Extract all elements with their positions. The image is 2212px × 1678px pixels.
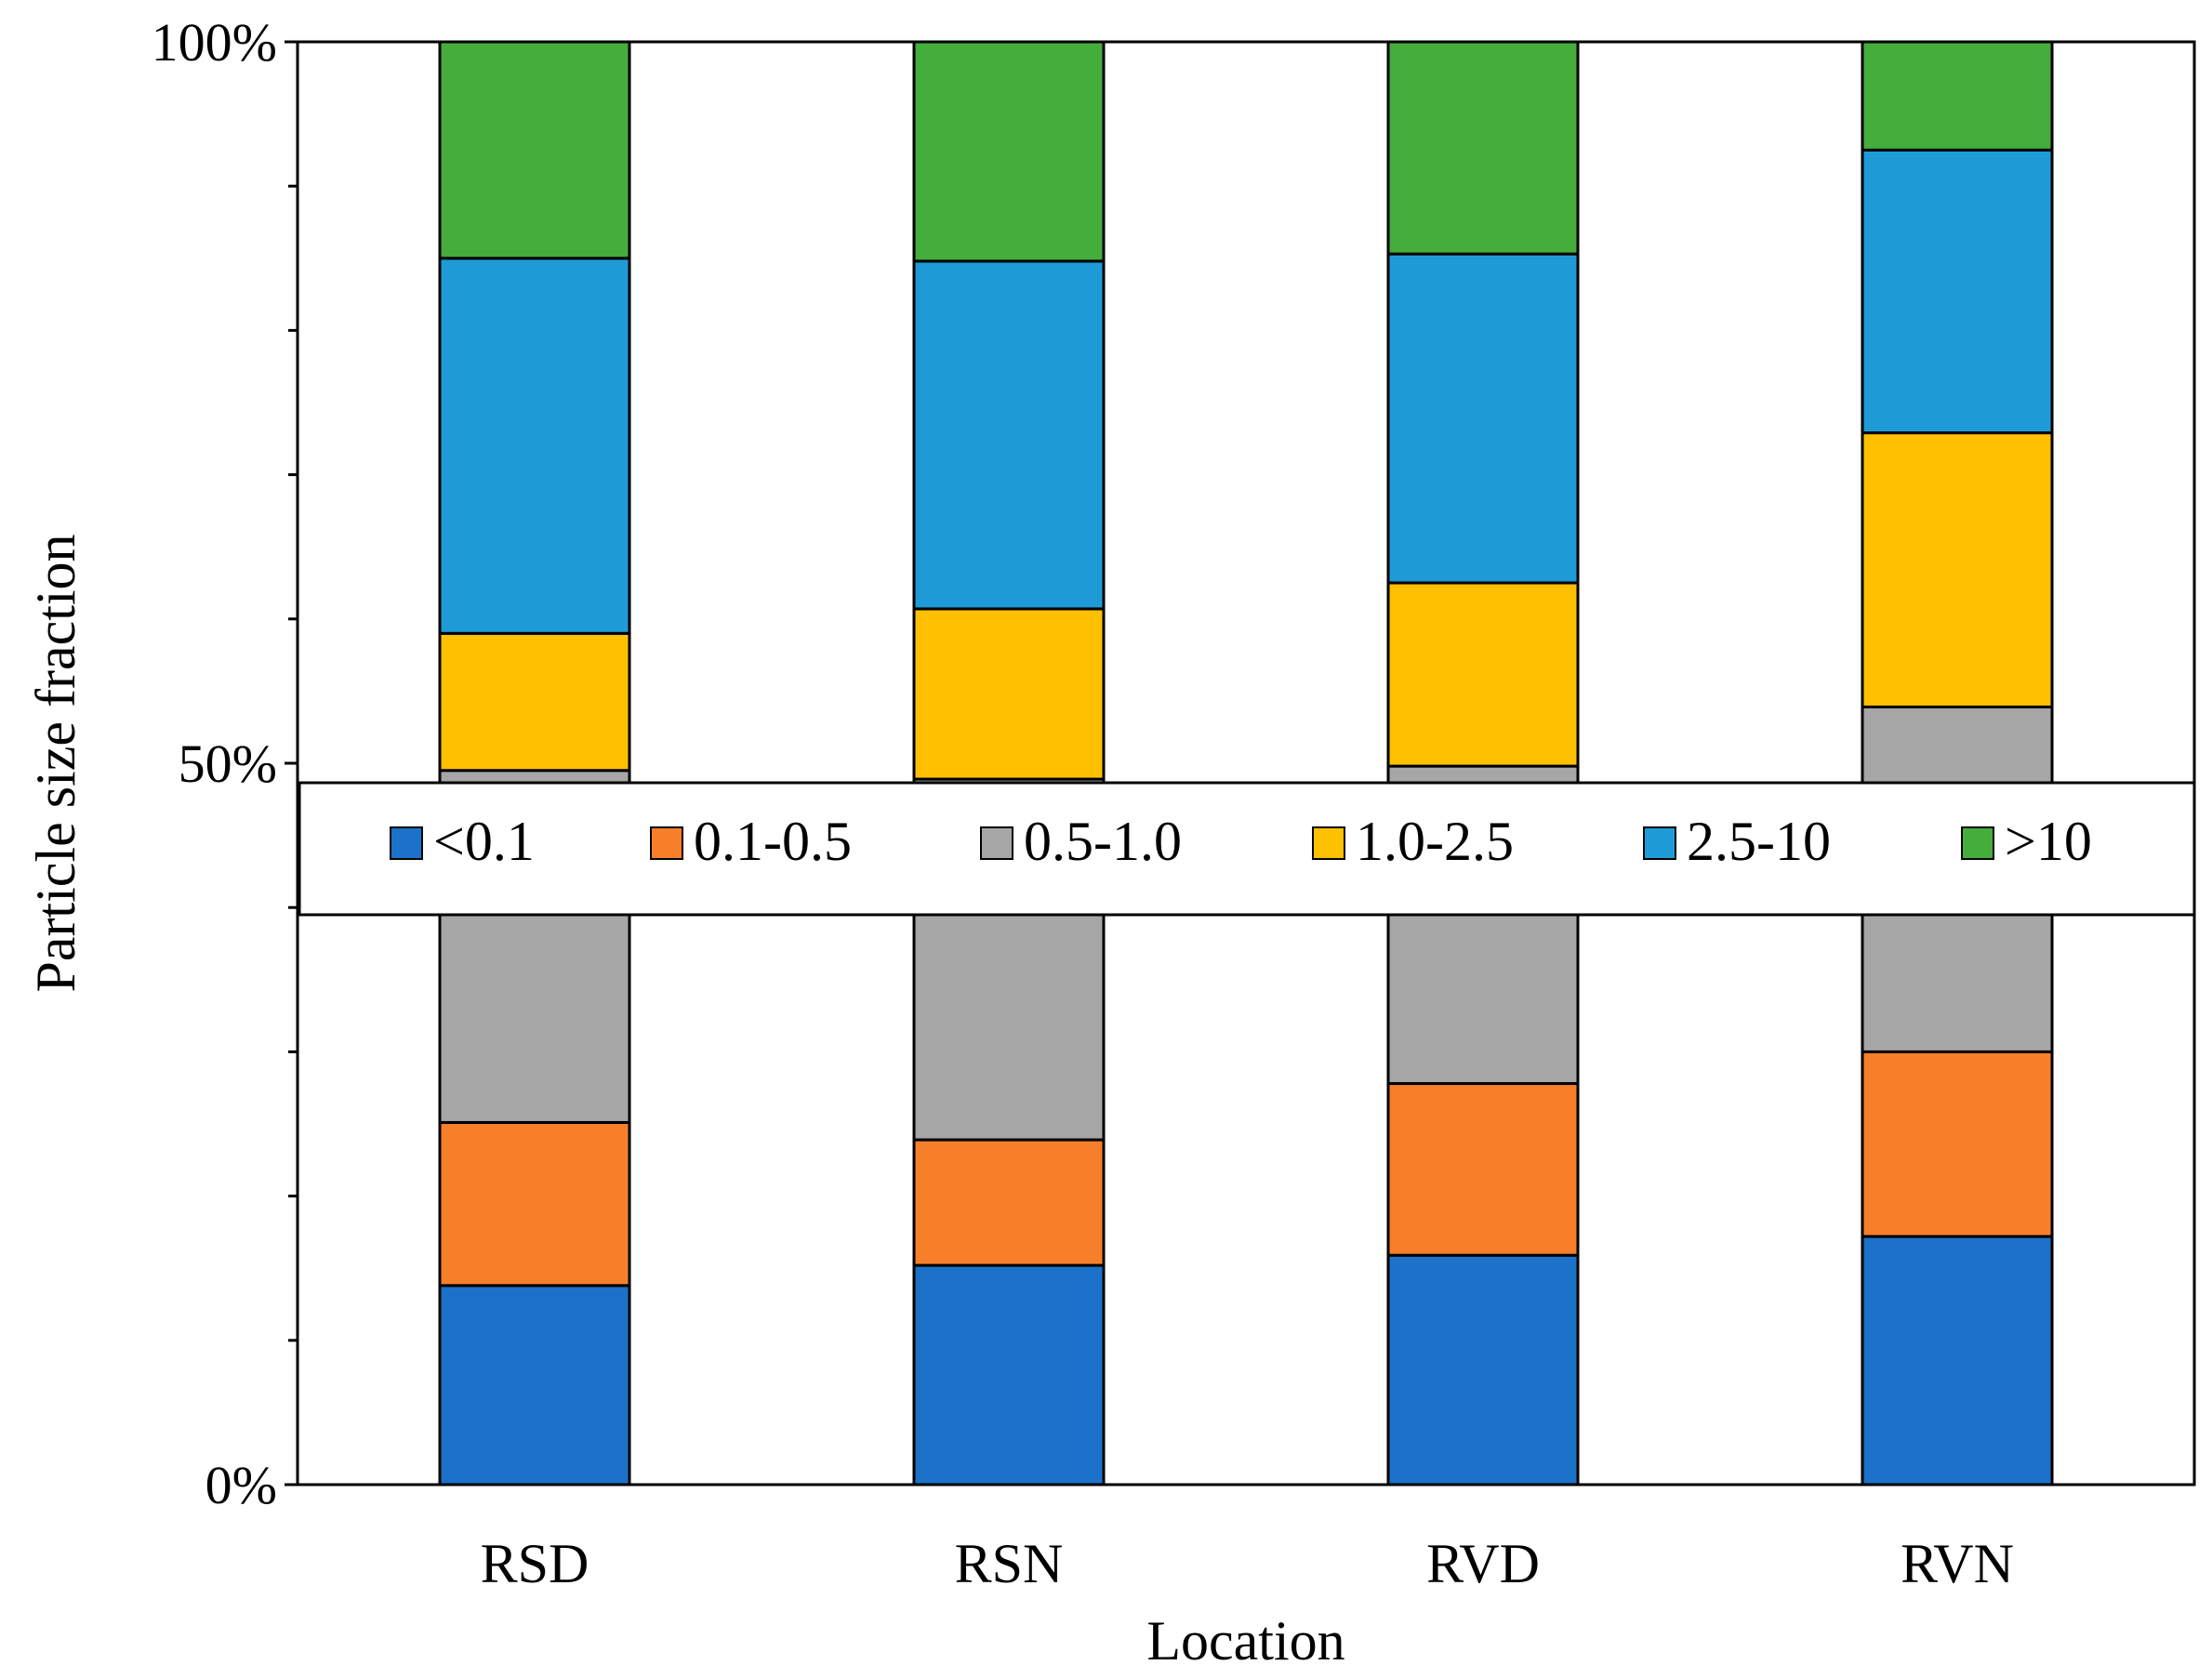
x-category-label: RSN [955,1533,1064,1594]
x-category-label: RVD [1426,1533,1540,1594]
bar-segment-rvd-3 [1386,581,1580,768]
x-category-label: RSD [481,1533,589,1594]
y-axis: 0% 50% 100% [152,12,298,1515]
legend-label: 0.5-1.0 [1024,811,1182,872]
bar-segment-rvd-5 [1386,40,1580,256]
bar-segment-rvn-1 [1861,1050,2054,1238]
legend-label: <0.1 [433,811,535,872]
legend: <0.1 0.1-0.5 0.5-1.0 1.0-2.5 2.5-10 >10 [298,781,2196,917]
bar-segment-rsd-0 [438,1284,631,1486]
bar-segment-rvd-1 [1386,1082,1580,1257]
legend-swatch [650,826,683,860]
y-tick-label: 50% [179,733,277,794]
legend-swatch [1643,826,1676,860]
bar-segment-rvd-0 [1386,1253,1580,1486]
bars-group [438,40,2054,1486]
bar-segment-rsd-4 [438,257,631,635]
y-tick-label: 100% [152,12,277,73]
x-category-label: RVN [1901,1533,2014,1594]
bar-segment-rsn-5 [912,40,1106,263]
bar-segment-rsn-3 [912,607,1106,781]
bar-segment-rsd-3 [438,631,631,773]
bar-segment-rsd-5 [438,40,631,260]
legend-swatch [390,826,423,860]
bar-segment-rsd-1 [438,1120,631,1288]
bar-segment-rsn-0 [912,1263,1106,1486]
x-axis-title: Location [1146,1610,1344,1671]
bar-segment-rsn-1 [912,1138,1106,1267]
legend-label: 2.5-10 [1687,811,1831,872]
bar-segment-rvn-5 [1861,40,2054,152]
bar-segment-rvn-3 [1861,431,2054,708]
legend-label: >10 [2005,811,2092,872]
legend-items: <0.1 0.1-0.5 0.5-1.0 1.0-2.5 2.5-10 >10 [390,811,2092,872]
legend-swatch [980,826,1013,860]
bar-segment-rvd-4 [1386,252,1580,585]
bar-segment-rsn-4 [912,259,1106,611]
legend-label: 0.1-0.5 [694,811,852,872]
y-tick-label: 0% [205,1455,277,1515]
legend-box [298,781,2196,917]
legend-swatch [1312,826,1345,860]
bar-segment-rvn-4 [1861,148,2054,435]
y-axis-title: Particle size fraction [25,534,86,992]
legend-swatch [1961,826,1994,860]
x-axis-labels: RSD RSN RVD RVN [481,1533,2014,1594]
bar-segment-rvn-0 [1861,1235,2054,1486]
legend-label: 1.0-2.5 [1356,811,1514,872]
